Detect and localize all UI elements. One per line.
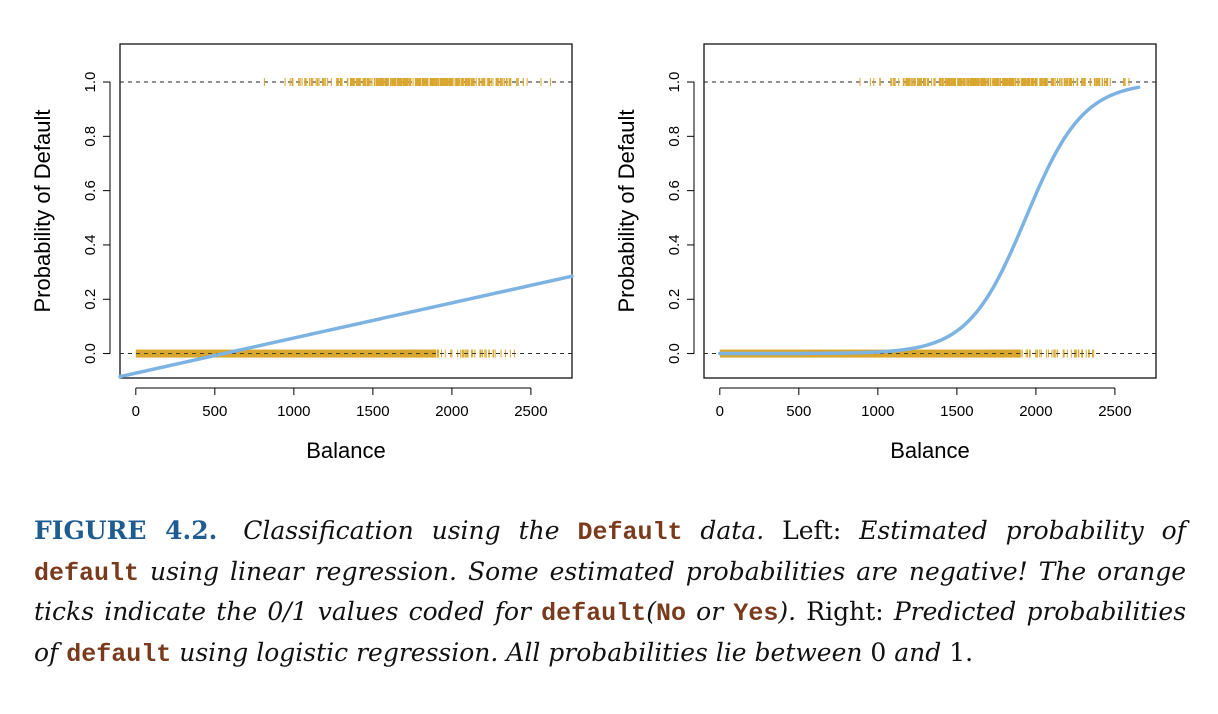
panel-right: 0 500 1000 1500 2000 2500 Balance 0.0 0.2 0.4 0.6 0… [614, 43, 1157, 463]
caption-text: ). [778, 597, 797, 626]
y-tick-label: 0.2 [666, 289, 683, 310]
y-tick-label: 0.2 [82, 289, 99, 310]
caption-text: Predicted probabilities of [34, 597, 1187, 667]
x-tick-label: 2000 [435, 403, 468, 420]
caption-text: . [965, 637, 974, 667]
logistic-curve [718, 85, 1141, 356]
panel-left: 0 500 1000 1500 2000 2500 Balance 0.0 0.2 0.4 0.6 0… [30, 43, 574, 463]
caption-text: Classification using the [243, 516, 560, 545]
y-tick-label: 1.0 [82, 72, 99, 93]
caption-text: or [696, 597, 724, 626]
x-axis-label: Balance [306, 438, 386, 463]
y-tick-label: 0.0 [666, 343, 683, 364]
x-tick-label: 2500 [1098, 403, 1131, 420]
x-tick-label: 1000 [861, 403, 894, 420]
x-tick-label: 0 [716, 403, 724, 420]
figure-charts: 0 500 1000 1500 2000 2500 Balance 0.0 0.2 0.4 0.6 0… [30, 43, 1157, 463]
x-tick-label: 2000 [1019, 403, 1052, 420]
caption-code: Yes [733, 599, 779, 628]
caption-code: Default [577, 518, 683, 547]
caption-text: using linear regression. Some estimated … [34, 556, 1186, 627]
caption-text: Estimated probability of [859, 516, 1186, 545]
caption-text: and [894, 637, 942, 667]
x-tick-label: 1500 [356, 403, 389, 420]
caption-text: 0 [870, 637, 887, 667]
regression-line [118, 274, 574, 379]
figure-caption: FIGURE 4.2. Classification using the Def… [34, 512, 1186, 674]
y-tick-label: 0.8 [82, 126, 99, 147]
caption-code: No [655, 599, 686, 628]
y-tick-label: 0.6 [82, 180, 99, 201]
x-axis-label: Balance [890, 438, 970, 463]
x-tick-label: 2500 [514, 403, 547, 420]
y-tick-label: 0.6 [666, 180, 683, 201]
x-tick-label: 500 [202, 403, 227, 420]
caption-text: using logistic regression. All probabili… [179, 637, 863, 667]
rug-band-no [135, 349, 437, 358]
y-tick-label: 0.4 [666, 235, 683, 256]
caption-text: data. [700, 516, 765, 545]
x-tick-label: 0 [132, 403, 140, 420]
caption-code: default [541, 599, 647, 628]
x-tick-label: 1500 [940, 403, 973, 420]
caption-text: ( [646, 597, 656, 626]
caption-label: FIGURE 4.2. [34, 516, 218, 545]
caption-text: 1 [949, 637, 966, 667]
plot-frame [703, 43, 1157, 379]
y-axis-label: Probability of Default [30, 110, 55, 313]
plot-frame [119, 43, 573, 379]
caption-text: Left: [782, 516, 842, 545]
caption-text: Right: [806, 597, 884, 626]
y-axis-label: Probability of Default [614, 110, 639, 313]
caption-code: default [34, 558, 140, 588]
y-tick-label: 0.0 [82, 343, 99, 364]
y-tick-label: 1.0 [666, 72, 683, 93]
caption-code: default [66, 639, 172, 669]
y-tick-label: 0.4 [82, 235, 99, 256]
y-tick-label: 0.8 [666, 126, 683, 147]
x-tick-label: 1000 [277, 403, 310, 420]
x-tick-label: 500 [786, 403, 811, 420]
